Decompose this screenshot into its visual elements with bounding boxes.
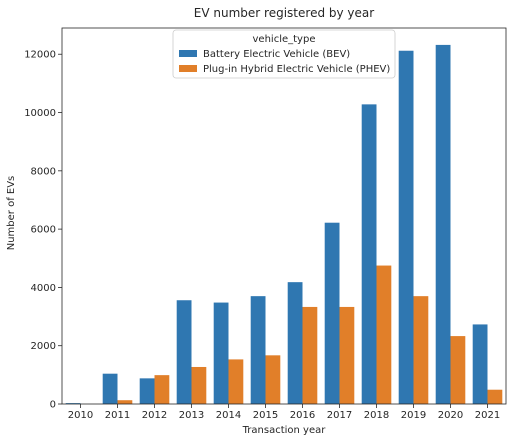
bar-phev-2012	[154, 375, 170, 404]
x-tick-label: 2015	[253, 410, 278, 421]
bar-bev-2020	[435, 44, 451, 404]
bar-bev-2011	[102, 373, 118, 404]
legend-box	[172, 29, 396, 79]
bar-phev-2011	[117, 400, 133, 404]
bar-phev-2017	[339, 306, 355, 404]
y-tick-label: 8000	[31, 166, 56, 177]
legend: vehicle_type Battery Electric Vehicle (BE…	[172, 29, 396, 79]
bar-bev-2018	[361, 104, 377, 404]
bar-bev-2013	[176, 300, 192, 404]
x-tick-label: 2019	[401, 410, 426, 421]
x-tick-label: 2020	[438, 410, 463, 421]
bar-phev-2016	[302, 306, 318, 404]
x-tick-label: 2021	[475, 410, 500, 421]
y-tick-label: 0	[50, 400, 56, 411]
x-tick-label: 2017	[327, 410, 352, 421]
bar-phev-2018	[376, 265, 392, 404]
y-tick-label: 4000	[31, 283, 56, 294]
bar-phev-2021	[487, 389, 503, 404]
bar-phev-2013	[191, 366, 207, 404]
chart-title: EV number registered by year	[194, 6, 374, 20]
bar-bev-2016	[287, 282, 303, 404]
x-tick-label: 2014	[216, 410, 241, 421]
y-axis-ticks: 0 2000 4000 6000 8000 10000 12000	[24, 50, 62, 411]
bar-phev-2014	[228, 359, 244, 404]
x-tick-label: 2011	[105, 410, 130, 421]
y-tick-label: 10000	[24, 108, 56, 119]
y-tick-label: 6000	[31, 225, 56, 236]
x-tick-label: 2013	[179, 410, 204, 421]
x-tick-label: 2018	[364, 410, 389, 421]
legend-entry: Plug-in Hybrid Electric Vehicle (PHEV)	[203, 64, 390, 75]
x-tick-label: 2010	[68, 410, 93, 421]
bars-layer	[65, 44, 503, 404]
legend-swatch	[179, 50, 197, 57]
x-axis-ticks: 2010 2011 2012 2013 2014 2015 2016 2017 2018 2019…	[68, 404, 500, 421]
legend-entry: Battery Electric Vehicle (BEV)	[203, 49, 350, 60]
x-axis-label: Transaction year	[242, 425, 327, 436]
bar-bev-2017	[324, 222, 340, 404]
bar-phev-2020	[450, 336, 466, 404]
y-tick-label: 12000	[24, 50, 56, 61]
x-tick-label: 2016	[290, 410, 315, 421]
plot-frame	[61, 27, 507, 405]
bar-bev-2019	[398, 50, 414, 404]
bar-bev-2010	[65, 403, 81, 404]
bar-bev-2012	[139, 378, 155, 404]
y-tick-label: 2000	[31, 341, 56, 352]
bar-bev-2015	[250, 296, 266, 404]
bar-phev-2015	[265, 355, 281, 404]
y-axis-label: Number of EVs	[6, 176, 17, 251]
bar-bev-2021	[472, 324, 488, 404]
x-tick-label: 2012	[142, 410, 167, 421]
legend-title: vehicle_type	[253, 34, 316, 45]
bar-bev-2014	[213, 302, 229, 404]
bar-phev-2019	[413, 296, 429, 404]
legend-swatch	[179, 65, 197, 72]
